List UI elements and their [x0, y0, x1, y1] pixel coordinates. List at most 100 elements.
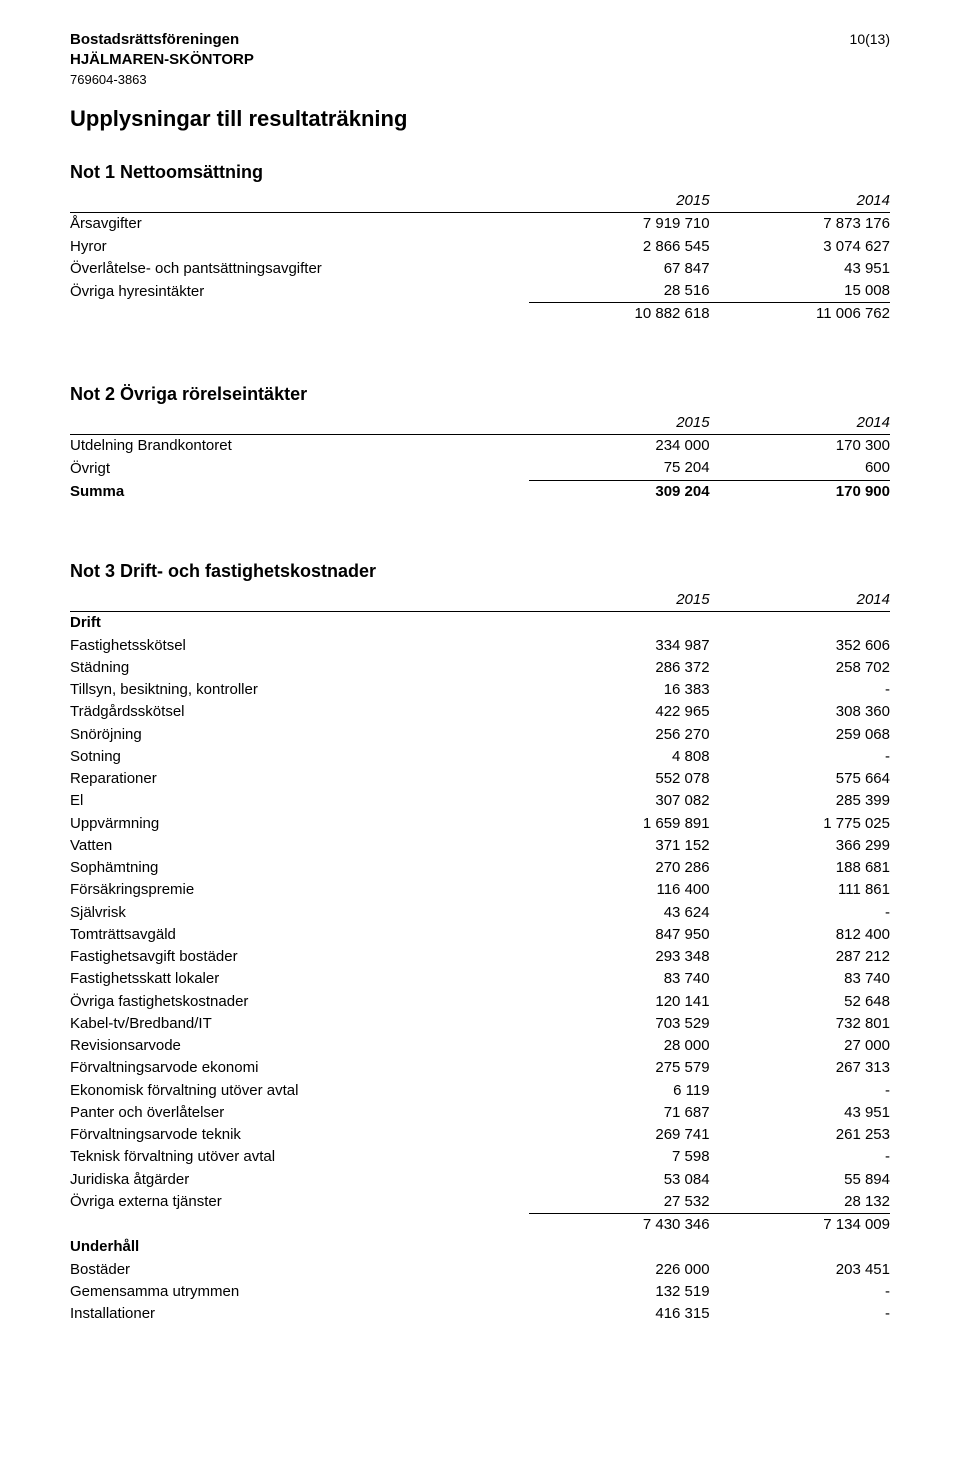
drift-subheader: Drift — [70, 612, 890, 635]
table-row: Hyror2 866 5453 074 627 — [70, 236, 890, 258]
document-page: Bostadsrättsföreningen HJÄLMAREN-SKÖNTOR… — [0, 0, 960, 1365]
table-row: Överlåtelse- och pantsättningsavgifter67… — [70, 258, 890, 280]
row-value-2015: 703 529 — [529, 1013, 709, 1035]
row-label: Övriga externa tjänster — [70, 1191, 529, 1214]
table-row: Tillsyn, besiktning, kontroller16 383- — [70, 679, 890, 701]
row-label: Juridiska åtgärder — [70, 1169, 529, 1191]
row-value-2015: 2 866 545 — [529, 236, 709, 258]
row-value-2015: 16 383 — [529, 679, 709, 701]
row-label: Summa — [70, 480, 529, 503]
row-value-2014: 3 074 627 — [710, 236, 890, 258]
row-value-2015: 422 965 — [529, 701, 709, 723]
row-label: Ekonomisk förvaltning utöver avtal — [70, 1080, 529, 1102]
row-value-2014: 285 399 — [710, 790, 890, 812]
row-value-2015: 43 624 — [529, 902, 709, 924]
row-value-2015: 269 741 — [529, 1124, 709, 1146]
year-header-blank — [70, 589, 529, 612]
year-header-blank — [70, 412, 529, 435]
row-value-2015: 116 400 — [529, 879, 709, 901]
row-value-2014: 258 702 — [710, 657, 890, 679]
row-label: Uppvärmning — [70, 813, 529, 835]
table-row: Revisionsarvode28 00027 000 — [70, 1035, 890, 1057]
row-value-2014: 52 648 — [710, 991, 890, 1013]
year-header-blank — [70, 190, 529, 213]
table-row: Förvaltningsarvode ekonomi275 579267 313 — [70, 1057, 890, 1079]
org-line1: Bostadsrättsföreningen — [70, 30, 254, 50]
row-value-2015: 552 078 — [529, 768, 709, 790]
row-label: Vatten — [70, 835, 529, 857]
row-label: Övrigt — [70, 457, 529, 480]
table-row: Sotning4 808- — [70, 746, 890, 768]
table-row: Städning286 372258 702 — [70, 657, 890, 679]
row-label: Hyror — [70, 236, 529, 258]
row-value-2015: 83 740 — [529, 968, 709, 990]
table-row: Bostäder226 000203 451 — [70, 1259, 890, 1281]
row-value-2014: - — [710, 1303, 890, 1325]
table-row: Försäkringspremie116 400111 861 — [70, 879, 890, 901]
row-label: Självrisk — [70, 902, 529, 924]
table-row: Sophämtning270 286188 681 — [70, 857, 890, 879]
not1-table: 20152014Årsavgifter7 919 7107 873 176Hyr… — [70, 190, 890, 326]
row-label: Tillsyn, besiktning, kontroller — [70, 679, 529, 701]
not2-title: Not 2 Övriga rörelseintäkter — [70, 382, 890, 406]
row-label: Panter och överlåtelser — [70, 1102, 529, 1124]
row-label: Tomträttsavgäld — [70, 924, 529, 946]
year-2014: 2014 — [710, 589, 890, 612]
table-row: Övriga fastighetskostnader120 14152 648 — [70, 991, 890, 1013]
table-row: 7 430 3467 134 009 — [70, 1214, 890, 1237]
row-value-2014: 575 664 — [710, 768, 890, 790]
table-row: Förvaltningsarvode teknik269 741261 253 — [70, 1124, 890, 1146]
row-value-2014: 170 300 — [710, 435, 890, 458]
row-label: Städning — [70, 657, 529, 679]
row-value-2015: 132 519 — [529, 1281, 709, 1303]
row-value-2014: 170 900 — [710, 480, 890, 503]
table-row: Uppvärmning1 659 8911 775 025 — [70, 813, 890, 835]
document-header: Bostadsrättsföreningen HJÄLMAREN-SKÖNTOR… — [70, 30, 890, 88]
row-value-2014: 308 360 — [710, 701, 890, 723]
table-row: Snöröjning256 270259 068 — [70, 724, 890, 746]
row-value-2015: 334 987 — [529, 635, 709, 657]
row-label: Installationer — [70, 1303, 529, 1325]
row-label: Förvaltningsarvode ekonomi — [70, 1057, 529, 1079]
row-value-2015: 1 659 891 — [529, 813, 709, 835]
not3-title: Not 3 Drift- och fastighetskostnader — [70, 559, 890, 583]
year-header-row: 20152014 — [70, 412, 890, 435]
table-row: Reparationer552 078575 664 — [70, 768, 890, 790]
row-label: Bostäder — [70, 1259, 529, 1281]
table-row: Övrigt75 204600 — [70, 457, 890, 480]
row-label — [70, 1214, 529, 1237]
row-label — [70, 303, 529, 326]
row-value-2015: 4 808 — [529, 746, 709, 768]
table-row: Övriga hyresintäkter28 51615 008 — [70, 280, 890, 303]
table-row: Självrisk43 624- — [70, 902, 890, 924]
table-row: Teknisk förvaltning utöver avtal7 598- — [70, 1146, 890, 1168]
row-value-2015: 27 532 — [529, 1191, 709, 1214]
row-value-2014: 600 — [710, 457, 890, 480]
row-value-2015: 307 082 — [529, 790, 709, 812]
table-row: El307 082285 399 — [70, 790, 890, 812]
table-row: Tomträttsavgäld847 950812 400 — [70, 924, 890, 946]
row-value-2015: 847 950 — [529, 924, 709, 946]
page-number: 10(13) — [850, 30, 890, 49]
table-row: Trädgårdsskötsel422 965308 360 — [70, 701, 890, 723]
table-row: Utdelning Brandkontoret234 000170 300 — [70, 435, 890, 458]
row-value-2014: 43 951 — [710, 1102, 890, 1124]
row-value-2014: 287 212 — [710, 946, 890, 968]
table-row: Ekonomisk förvaltning utöver avtal6 119- — [70, 1080, 890, 1102]
row-value-2015: 286 372 — [529, 657, 709, 679]
year-2015: 2015 — [529, 190, 709, 213]
row-value-2015: 53 084 — [529, 1169, 709, 1191]
table-row: Vatten371 152366 299 — [70, 835, 890, 857]
year-header-row: 20152014 — [70, 589, 890, 612]
underhall-subheader-label: Underhåll — [70, 1236, 529, 1258]
row-value-2015: 7 919 710 — [529, 213, 709, 236]
row-value-2015: 7 430 346 — [529, 1214, 709, 1237]
org-block: Bostadsrättsföreningen HJÄLMAREN-SKÖNTOR… — [70, 30, 254, 88]
row-value-2015: 226 000 — [529, 1259, 709, 1281]
row-label: Förvaltningsarvode teknik — [70, 1124, 529, 1146]
row-value-2014: 259 068 — [710, 724, 890, 746]
row-value-2015: 234 000 — [529, 435, 709, 458]
row-value-2015: 120 141 — [529, 991, 709, 1013]
row-value-2014: 1 775 025 — [710, 813, 890, 835]
row-value-2014: - — [710, 679, 890, 701]
